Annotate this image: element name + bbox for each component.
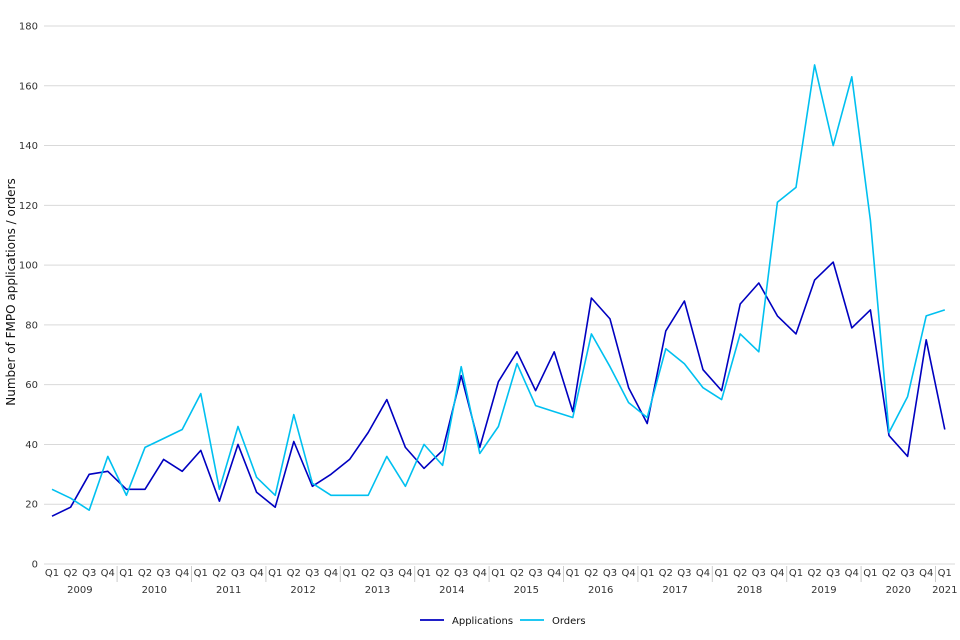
x-tick-label: Q2 bbox=[63, 568, 77, 579]
y-tick-label: 140 bbox=[19, 141, 38, 152]
x-year-label: 2017 bbox=[662, 585, 687, 596]
x-tick-label: Q3 bbox=[528, 568, 542, 579]
x-tick-label: Q4 bbox=[101, 568, 115, 579]
x-tick-label: Q4 bbox=[175, 568, 189, 579]
x-tick-label: Q2 bbox=[510, 568, 524, 579]
x-tick-label: Q4 bbox=[249, 568, 263, 579]
y-axis: 0 20 40 60 80 100 120 140 160 180 bbox=[19, 22, 38, 571]
x-year-label: 2016 bbox=[588, 585, 613, 596]
x-tick-label: Q2 bbox=[435, 568, 449, 579]
x-tick-label: Q4 bbox=[324, 568, 338, 579]
series-lines bbox=[51, 64, 946, 517]
x-tick-label: Q4 bbox=[473, 568, 487, 579]
y-tick-label: 120 bbox=[19, 201, 38, 212]
x-tick-label: Q2 bbox=[584, 568, 598, 579]
x-tick-label: Q2 bbox=[659, 568, 673, 579]
x-tick-label: Q3 bbox=[82, 568, 96, 579]
x-tick-label: Q3 bbox=[900, 568, 914, 579]
legend-label: Applications bbox=[452, 616, 513, 627]
x-tick-label: Q3 bbox=[156, 568, 170, 579]
x-tick-label: Q2 bbox=[882, 568, 896, 579]
legend: Applications Orders bbox=[420, 616, 586, 627]
x-year-label: 2012 bbox=[290, 585, 315, 596]
x-year-label: 2009 bbox=[67, 585, 92, 596]
x-tick-label: Q2 bbox=[807, 568, 821, 579]
y-tick-label: 100 bbox=[19, 261, 38, 272]
y-tick-label: 60 bbox=[25, 380, 38, 391]
x-tick-label: Q4 bbox=[398, 568, 412, 579]
x-year-label: 2019 bbox=[811, 585, 836, 596]
x-tick-label: Q4 bbox=[696, 568, 710, 579]
x-tick-label: Q1 bbox=[342, 568, 356, 579]
y-tick-label: 180 bbox=[19, 22, 38, 33]
series-line-orders bbox=[51, 64, 946, 512]
x-tick-label: Q1 bbox=[566, 568, 580, 579]
x-tick-label: Q4 bbox=[770, 568, 784, 579]
x-year-label: 2014 bbox=[439, 585, 464, 596]
x-tick-label: Q4 bbox=[621, 568, 635, 579]
x-year-label: 2013 bbox=[365, 585, 390, 596]
x-tick-label: Q1 bbox=[789, 568, 803, 579]
x-tick-label: Q2 bbox=[287, 568, 301, 579]
gridlines bbox=[44, 25, 955, 565]
x-tick-label: Q4 bbox=[547, 568, 561, 579]
x-tick-label: Q1 bbox=[194, 568, 208, 579]
x-tick-label: Q1 bbox=[45, 568, 59, 579]
x-tick-label: Q2 bbox=[361, 568, 375, 579]
x-tick-label: Q2 bbox=[138, 568, 152, 579]
x-tick-label: Q3 bbox=[454, 568, 468, 579]
x-tick-label: Q4 bbox=[845, 568, 859, 579]
x-tick-label: Q1 bbox=[938, 568, 952, 579]
x-year-label: 2021 bbox=[932, 585, 957, 596]
x-year-label: 2015 bbox=[514, 585, 539, 596]
x-tick-label: Q2 bbox=[733, 568, 747, 579]
x-tick-label: Q2 bbox=[212, 568, 226, 579]
y-tick-label: 20 bbox=[25, 500, 38, 511]
y-tick-label: 0 bbox=[32, 560, 38, 571]
x-tick-label: Q1 bbox=[417, 568, 431, 579]
x-tick-label: Q1 bbox=[491, 568, 505, 579]
x-tick-label: Q3 bbox=[677, 568, 691, 579]
y-tick-label: 80 bbox=[25, 320, 38, 331]
x-tick-label: Q1 bbox=[119, 568, 133, 579]
y-axis-label: Number of FMPO applications / orders bbox=[4, 178, 18, 406]
x-tick-label: Q3 bbox=[752, 568, 766, 579]
series-line-applications bbox=[51, 261, 946, 517]
y-tick-label: 40 bbox=[25, 440, 38, 451]
x-tick-label: Q1 bbox=[863, 568, 877, 579]
x-tick-label: Q3 bbox=[231, 568, 245, 579]
x-year-label: 2011 bbox=[216, 585, 241, 596]
x-tick-label: Q1 bbox=[714, 568, 728, 579]
x-year-label: 2018 bbox=[737, 585, 762, 596]
x-tick-label: Q3 bbox=[305, 568, 319, 579]
x-tick-label: Q3 bbox=[380, 568, 394, 579]
x-year-label: 2010 bbox=[142, 585, 167, 596]
y-tick-label: 160 bbox=[19, 81, 38, 92]
x-tick-label: Q3 bbox=[603, 568, 617, 579]
legend-label: Orders bbox=[552, 616, 586, 627]
x-tick-label: Q4 bbox=[919, 568, 933, 579]
x-tick-label: Q1 bbox=[268, 568, 282, 579]
x-year-label: 2020 bbox=[886, 585, 911, 596]
x-tick-label: Q1 bbox=[640, 568, 654, 579]
x-axis: Q1 Q2 Q3 Q4 Q1 Q2 Q3 Q4 Q1 Q2 Q3 Q4 Q1 Q2 Q3 Q4 Q1 Q2 Q3 Q4… bbox=[45, 566, 958, 596]
x-tick-label: Q3 bbox=[826, 568, 840, 579]
